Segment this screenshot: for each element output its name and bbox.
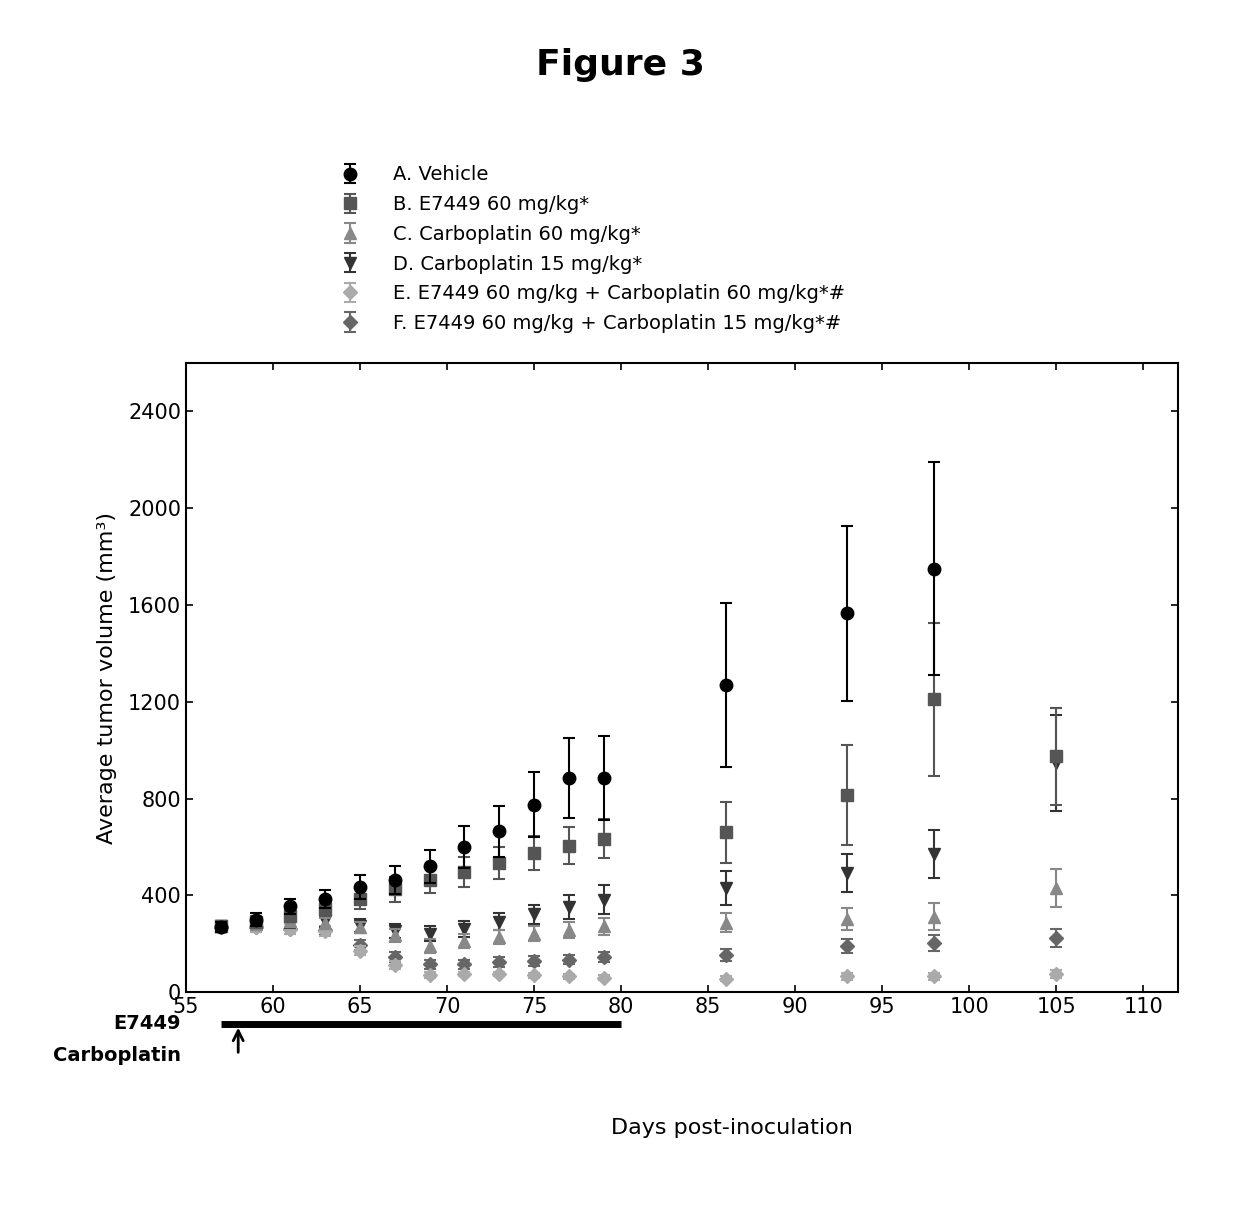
Text: Days post-inoculation: Days post-inoculation bbox=[610, 1118, 853, 1139]
Y-axis label: Average tumor volume (mm³): Average tumor volume (mm³) bbox=[97, 512, 117, 843]
Text: Carboplatin: Carboplatin bbox=[53, 1045, 181, 1065]
Text: E7449: E7449 bbox=[113, 1014, 181, 1033]
Legend: A. Vehicle, B. E7449 60 mg/kg*, C. Carboplatin 60 mg/kg*, D. Carboplatin 15 mg/k: A. Vehicle, B. E7449 60 mg/kg*, C. Carbo… bbox=[315, 157, 852, 341]
Text: Figure 3: Figure 3 bbox=[536, 48, 704, 82]
